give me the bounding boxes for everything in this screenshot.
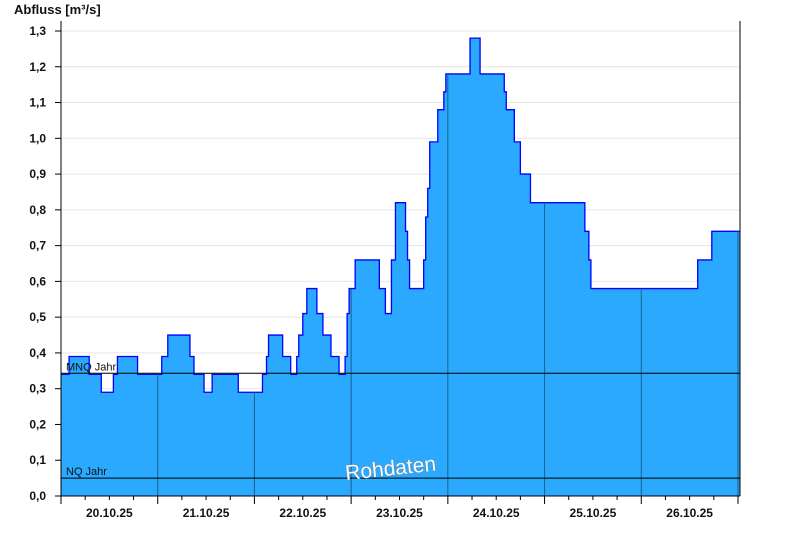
y-tick-label: 0,2: [29, 417, 46, 431]
y-tick-label: 0,7: [29, 239, 46, 253]
y-tick-label: 0,6: [29, 274, 46, 288]
x-tick-label: 22.10.25: [279, 506, 326, 520]
day-lines: [157, 73, 739, 496]
y-tick-label: 1,0: [29, 131, 46, 145]
x-tick-label: 25.10.25: [570, 506, 617, 520]
y-tick-label: 0,5: [29, 310, 46, 324]
y-tick-label: 1,1: [29, 96, 46, 110]
x-tick-label: 20.10.25: [86, 506, 133, 520]
x-tick-label: 23.10.25: [376, 506, 423, 520]
mnq-label: MNQ Jahr: [66, 361, 116, 373]
discharge-line: [61, 37, 740, 393]
y-axis-label: Abfluss [m³/s]: [14, 2, 101, 17]
y-tick-label: 0,9: [29, 167, 46, 181]
x-tick-label: 21.10.25: [183, 506, 230, 520]
y-tick-label: 0,1: [29, 453, 46, 467]
y-tick-label: 1,2: [29, 60, 46, 74]
y-tick-label: 0,0: [29, 489, 46, 503]
nq-label: NQ Jahr: [66, 466, 107, 478]
y-tick-label: 0,3: [29, 382, 46, 396]
reference-lines: MNQ Jahr NQ Jahr: [61, 361, 740, 479]
y-tick-label: 0,4: [29, 346, 46, 360]
y-tick-label: 1,3: [29, 24, 46, 38]
y-ticks: 0,0 0,1 0,2 0,3 0,4 0,5 0,6 0,7 0,8 0,9 1,0 1,1 1,2 1…: [29, 24, 61, 503]
x-tick-label: 26.10.25: [666, 506, 713, 520]
axes: [60, 21, 741, 497]
discharge-area: [61, 37, 740, 497]
discharge-fill: [61, 38, 740, 497]
x-tick-label: 24.10.25: [473, 506, 520, 520]
y-tick-label: 0,8: [29, 203, 46, 217]
x-ticks: 20.10.25 21.10.25 22.10.25 23.10.25 24.10.25…: [60, 496, 739, 520]
